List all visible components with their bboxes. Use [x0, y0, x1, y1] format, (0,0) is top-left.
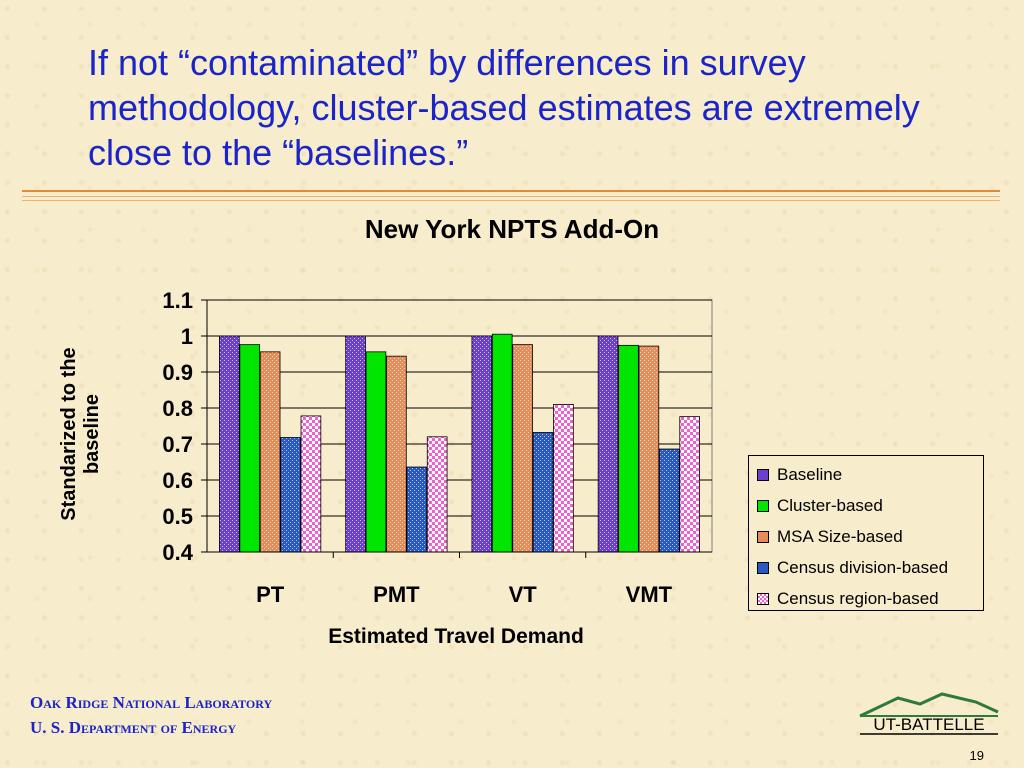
bar-vmt-1 [618, 344, 639, 553]
logo-text: UT-BATTELLE [873, 715, 984, 734]
bar-vmt-3 [658, 448, 680, 553]
y-tick-label: 0.8 [162, 396, 193, 421]
bar-pt-0 [219, 335, 240, 553]
y-tick-label: 0.7 [162, 432, 193, 457]
bar-vmt-4 [679, 416, 700, 553]
y-tick-label: 0.9 [162, 360, 193, 385]
bar-pt-3 [280, 437, 301, 553]
footer-organization: Oak Ridge National Laboratory U. S. Depa… [30, 690, 272, 740]
chart-title: New York NPTS Add-On [364, 214, 660, 244]
bar-vt-0 [471, 335, 493, 553]
bar-pt-1 [239, 344, 261, 553]
y-tick-label: 0.4 [162, 540, 193, 565]
legend-swatch [757, 561, 769, 574]
bar-vt-1 [491, 333, 513, 553]
bar-pmt-0 [345, 335, 366, 553]
legend-label: Cluster-based [777, 495, 883, 515]
x-tick-label: PT [256, 582, 285, 607]
legend-label: Census region-based [777, 588, 939, 608]
bar-vmt-2 [638, 345, 660, 553]
legend-label: MSA Size-based [777, 526, 903, 546]
page-number: 19 [969, 748, 984, 763]
bar-pmt-3 [406, 466, 428, 553]
legend-swatch [757, 592, 769, 605]
slide-title: If not “contaminated” by differences in … [88, 42, 920, 173]
title-divider-thin-2 [22, 200, 1000, 201]
legend-item: MSA Size-based [757, 521, 983, 552]
y-tick-label: 1 [181, 324, 193, 349]
bar-vmt-0 [597, 335, 619, 553]
bar-pt-4 [300, 415, 322, 553]
legend-swatch [757, 530, 769, 543]
legend-label: Census division-based [777, 557, 949, 577]
title-divider [22, 190, 1000, 192]
chart-legend: Baseline Cluster-based MSA Size-based Censu… [748, 455, 984, 611]
bar-pmt-1 [365, 351, 387, 553]
legend-item: Cluster-based [757, 490, 983, 521]
y-tick-label: 0.5 [162, 504, 193, 529]
bar-pmt-4 [426, 436, 448, 553]
legend-item: Census division-based [757, 552, 983, 583]
y-tick-label: 1.1 [162, 288, 193, 313]
legend-swatch [757, 468, 769, 481]
y-axis-label: Standarized to the baseline [58, 347, 103, 521]
title-divider-thin [22, 196, 1000, 197]
bar-pmt-2 [386, 355, 407, 553]
bar-vt-3 [532, 432, 554, 553]
x-tick-label: VMT [626, 582, 673, 607]
legend-item: Census region-based [757, 583, 983, 614]
bar-vt-2 [512, 344, 533, 553]
legend-item: Baseline [757, 459, 983, 490]
x-tick-label: VT [509, 582, 538, 607]
y-tick-label: 0.6 [162, 468, 193, 493]
x-axis-label: Estimated Travel Demand [328, 625, 584, 648]
bar-pt-2 [259, 351, 281, 553]
footer-department: U. S. Department of Energy [30, 718, 237, 737]
footer-lab-name: Oak Ridge National Laboratory [30, 693, 273, 712]
bar-vt-4 [553, 403, 574, 553]
x-tick-label: PMT [373, 582, 420, 607]
legend-swatch [757, 499, 769, 512]
legend-label: Baseline [777, 464, 843, 484]
ut-battelle-logo: UT-BATTELLE [859, 692, 999, 735]
